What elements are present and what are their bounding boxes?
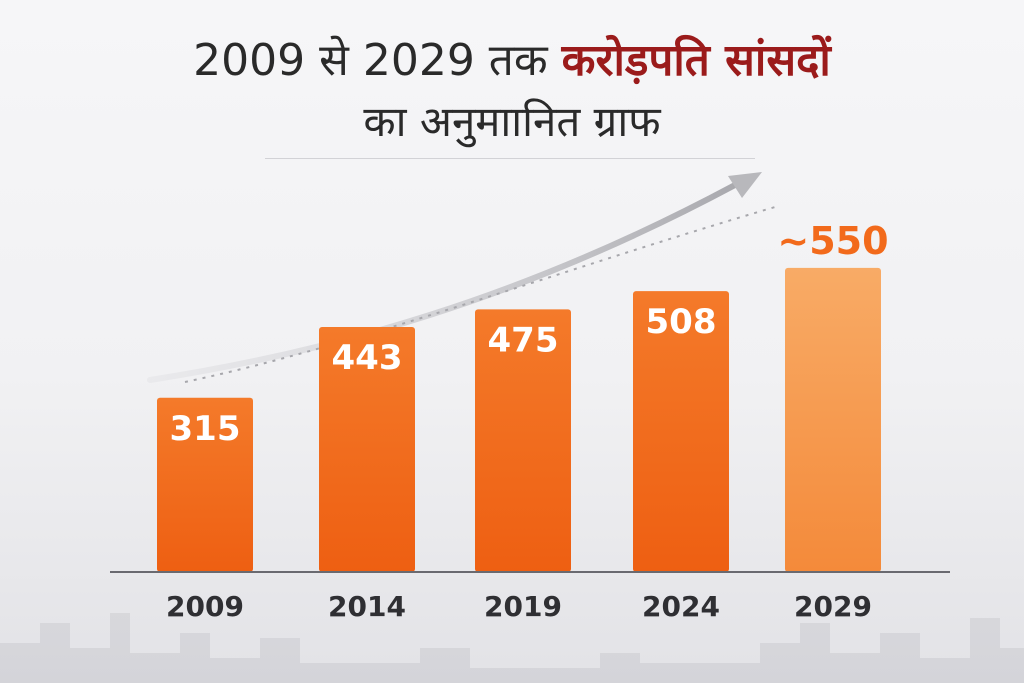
title-prefix: 2009 से 2029 तक [193, 35, 562, 86]
bar-2019 [475, 309, 571, 572]
background-skyline [0, 613, 1024, 683]
bar-2024 [633, 291, 729, 572]
tick-label-2024: 2024 [642, 590, 720, 623]
value-label-2019: 475 [488, 320, 559, 360]
bar-2009 [157, 397, 253, 572]
bar-2014 [319, 327, 415, 572]
tick-label-2029: 2029 [794, 590, 872, 623]
trend-arrow-head [728, 172, 762, 198]
value-label-2024: 508 [646, 302, 717, 342]
title-divider [265, 158, 755, 159]
tick-label-2014: 2014 [328, 590, 406, 623]
value-label-2029: ~550 [777, 219, 888, 263]
tick-label-2009: 2009 [166, 590, 244, 623]
trend-dotted-line [184, 206, 776, 383]
x-tick-labels: 2009 2014 2019 2024 2029 [166, 590, 872, 623]
tick-label-2019: 2019 [484, 590, 562, 623]
bars-group: 315 443 475 508 ~550 [157, 219, 889, 572]
chart-title-line2: का अनुमाानित ग्राफ [363, 97, 661, 146]
value-label-2009: 315 [170, 409, 241, 449]
trend-arrow-group [147, 172, 776, 383]
value-label-2014: 443 [332, 338, 403, 378]
bar-2029 [785, 267, 881, 572]
title-highlight: करोड़पति सांसदों [561, 35, 831, 86]
chart-title-line1: 2009 से 2029 तक करोड़पति सांसदों [0, 28, 1024, 88]
